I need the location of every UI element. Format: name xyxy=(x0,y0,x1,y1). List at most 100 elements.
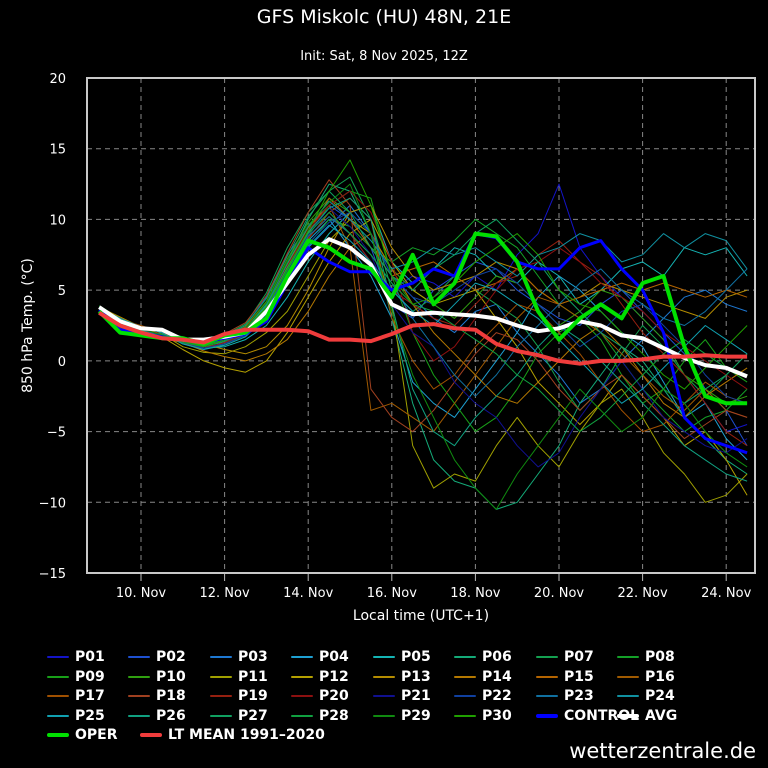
legend-swatch xyxy=(128,675,150,678)
legend-item-p12: P12 xyxy=(291,668,349,686)
legend-item-p11: P11 xyxy=(210,668,268,686)
x-axis-label: Local time (UTC+1) xyxy=(353,608,489,624)
legend-item-p21: P21 xyxy=(373,687,431,705)
legend-swatch xyxy=(536,695,558,697)
legend-item-control: CONTROL xyxy=(536,707,639,725)
y-tick-label: 20 xyxy=(49,72,66,87)
legend-item-p09: P09 xyxy=(47,668,105,686)
legend-item-p05: P05 xyxy=(373,648,431,666)
legend-item-p08: P08 xyxy=(617,648,675,666)
legend-label: P06 xyxy=(482,649,512,665)
legend-swatch xyxy=(373,675,395,678)
legend-label: P27 xyxy=(238,707,268,724)
legend-item-p30: P30 xyxy=(454,707,512,725)
y-tick-label: −5 xyxy=(47,426,66,441)
legend-label: P12 xyxy=(319,668,349,685)
y-tick-label: 15 xyxy=(49,143,66,158)
legend-swatch xyxy=(140,733,162,737)
legend-swatch xyxy=(454,695,476,697)
legend-label: P09 xyxy=(75,668,105,685)
chart-title: GFS Miskolc (HU) 48N, 21E xyxy=(256,6,512,28)
legend-item-p26: P26 xyxy=(128,707,186,725)
legend-swatch xyxy=(617,713,639,718)
series-line-p30 xyxy=(98,159,748,390)
legend-label: P20 xyxy=(319,688,349,704)
legend-item-p18: P18 xyxy=(128,687,186,705)
legend-swatch xyxy=(210,675,232,678)
y-tick-label: 0 xyxy=(58,355,66,370)
legend-label: P02 xyxy=(156,649,186,665)
legend-item-p29: P29 xyxy=(373,707,431,725)
legend-label: P16 xyxy=(645,668,675,685)
legend-label: P13 xyxy=(401,668,431,685)
x-tick-label: 22. Nov xyxy=(618,586,668,601)
legend-item-lt-mean-1991-2020: LT MEAN 1991–2020 xyxy=(140,726,325,744)
legend-label: P05 xyxy=(401,649,431,665)
legend-item-p16: P16 xyxy=(617,668,675,686)
x-tick-label: 10. Nov xyxy=(116,586,166,601)
legend-label: P30 xyxy=(482,707,512,724)
legend-swatch xyxy=(47,695,69,697)
legend-label: P17 xyxy=(75,688,105,704)
legend-swatch xyxy=(210,714,232,717)
legend-label: P14 xyxy=(482,668,512,685)
y-axis-label: 850 hPa Temp. (°C) xyxy=(20,258,36,393)
legend-label: P15 xyxy=(564,668,594,685)
legend-item-p17: P17 xyxy=(47,687,105,705)
legend-label: P28 xyxy=(319,707,349,724)
legend-label: P23 xyxy=(564,688,594,704)
legend-item-p13: P13 xyxy=(373,668,431,686)
legend-item-p25: P25 xyxy=(47,707,105,725)
legend-swatch xyxy=(536,656,558,658)
legend-item-p23: P23 xyxy=(536,687,594,705)
series-line-p11 xyxy=(98,218,748,503)
legend-swatch xyxy=(291,656,313,658)
legend-label: P24 xyxy=(645,688,675,704)
legend-swatch xyxy=(617,656,639,658)
legend-swatch xyxy=(291,695,313,697)
legend-swatch xyxy=(536,675,558,678)
legend-label: P18 xyxy=(156,688,186,704)
legend-item-p24: P24 xyxy=(617,687,675,705)
legend-item-p19: P19 xyxy=(210,687,268,705)
legend-swatch xyxy=(128,656,150,658)
legend-swatch xyxy=(47,656,69,658)
legend-label: P22 xyxy=(482,688,512,704)
legend-swatch xyxy=(210,656,232,658)
legend-swatch xyxy=(617,695,639,697)
legend-swatch xyxy=(373,656,395,658)
x-tick-label: 24. Nov xyxy=(701,586,751,601)
series-line-lt-mean-1991-2020 xyxy=(98,311,748,366)
y-tick-label: 10 xyxy=(49,213,66,228)
legend-item-p07: P07 xyxy=(536,648,594,666)
legend-swatch xyxy=(128,714,150,717)
legend-swatch xyxy=(536,713,558,718)
legend-swatch xyxy=(291,675,313,678)
legend-item-p03: P03 xyxy=(210,648,268,666)
legend-item-p28: P28 xyxy=(291,707,349,725)
legend-swatch xyxy=(47,733,69,737)
legend-swatch xyxy=(128,695,150,697)
series-line-p25 xyxy=(98,224,748,404)
x-tick-label: 20. Nov xyxy=(534,586,584,601)
legend-item-p04: P04 xyxy=(291,648,349,666)
y-tick-label: 5 xyxy=(58,284,66,299)
legend-swatch xyxy=(454,656,476,658)
legend-label: P10 xyxy=(156,668,186,685)
legend-label: P25 xyxy=(75,707,105,724)
y-tick-label: −15 xyxy=(39,567,66,582)
legend-item-p10: P10 xyxy=(128,668,186,686)
footer-brand: wetterzentrale.de xyxy=(569,739,756,763)
plot-frame xyxy=(86,77,756,574)
legend-item-p22: P22 xyxy=(454,687,512,705)
legend-label: P08 xyxy=(645,649,675,665)
legend-label: P21 xyxy=(401,688,431,704)
legend-swatch xyxy=(291,714,313,717)
legend-item-p14: P14 xyxy=(454,668,512,686)
series-group xyxy=(97,159,748,510)
legend-item-p02: P02 xyxy=(128,648,186,666)
legend-label: P29 xyxy=(401,707,431,724)
y-tick-label: −10 xyxy=(39,496,66,511)
legend-item-avg: AVG xyxy=(617,707,677,725)
legend-swatch xyxy=(47,675,69,678)
